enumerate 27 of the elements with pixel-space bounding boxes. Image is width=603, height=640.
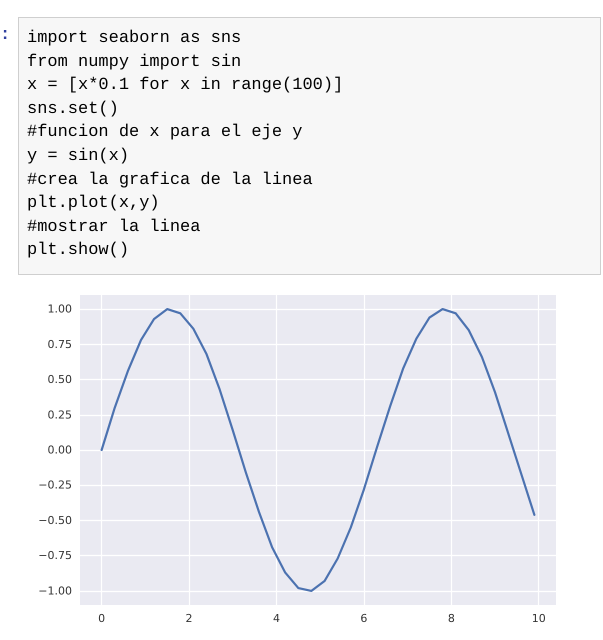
x-tick-label: 2 bbox=[186, 612, 193, 625]
y-tick-label: 1.00 bbox=[48, 302, 72, 316]
y-tick-label: −0.25 bbox=[38, 478, 72, 492]
text: #mostrar la linea bbox=[27, 216, 202, 239]
text: plt.plot(x,y) bbox=[27, 193, 161, 216]
y-tick-label: 0.75 bbox=[48, 338, 72, 351]
text: y = sin(x) bbox=[27, 146, 130, 168]
text: #funcion de x para el eje y bbox=[27, 122, 304, 144]
text: #crea la grafica de la linea bbox=[27, 170, 314, 192]
x-tick-label: 4 bbox=[272, 612, 280, 625]
y-tick-label: 0.00 bbox=[48, 444, 72, 456]
text: x = [x*0.1 for x in range(100)] bbox=[27, 75, 344, 98]
x-tick-label: 0 bbox=[98, 612, 106, 625]
y-tick-label: 0.25 bbox=[48, 408, 72, 422]
y-tick-label: −0.50 bbox=[38, 514, 72, 527]
y-tick-label: −0.75 bbox=[38, 549, 72, 562]
text: import seaborn as sns bbox=[27, 28, 242, 50]
x-tick-label: 10 bbox=[532, 612, 546, 625]
x-tick-label: 6 bbox=[360, 612, 368, 625]
text: : bbox=[0, 26, 10, 45]
y-tick-label: −1.00 bbox=[38, 584, 72, 598]
text: sns.set() bbox=[27, 98, 120, 121]
y-tick-label: 0.50 bbox=[48, 373, 72, 386]
text: from numpy import sin bbox=[27, 52, 242, 74]
text: plt.show() bbox=[27, 240, 130, 262]
line-series bbox=[100, 308, 536, 592]
x-tick-label: 8 bbox=[448, 612, 455, 625]
